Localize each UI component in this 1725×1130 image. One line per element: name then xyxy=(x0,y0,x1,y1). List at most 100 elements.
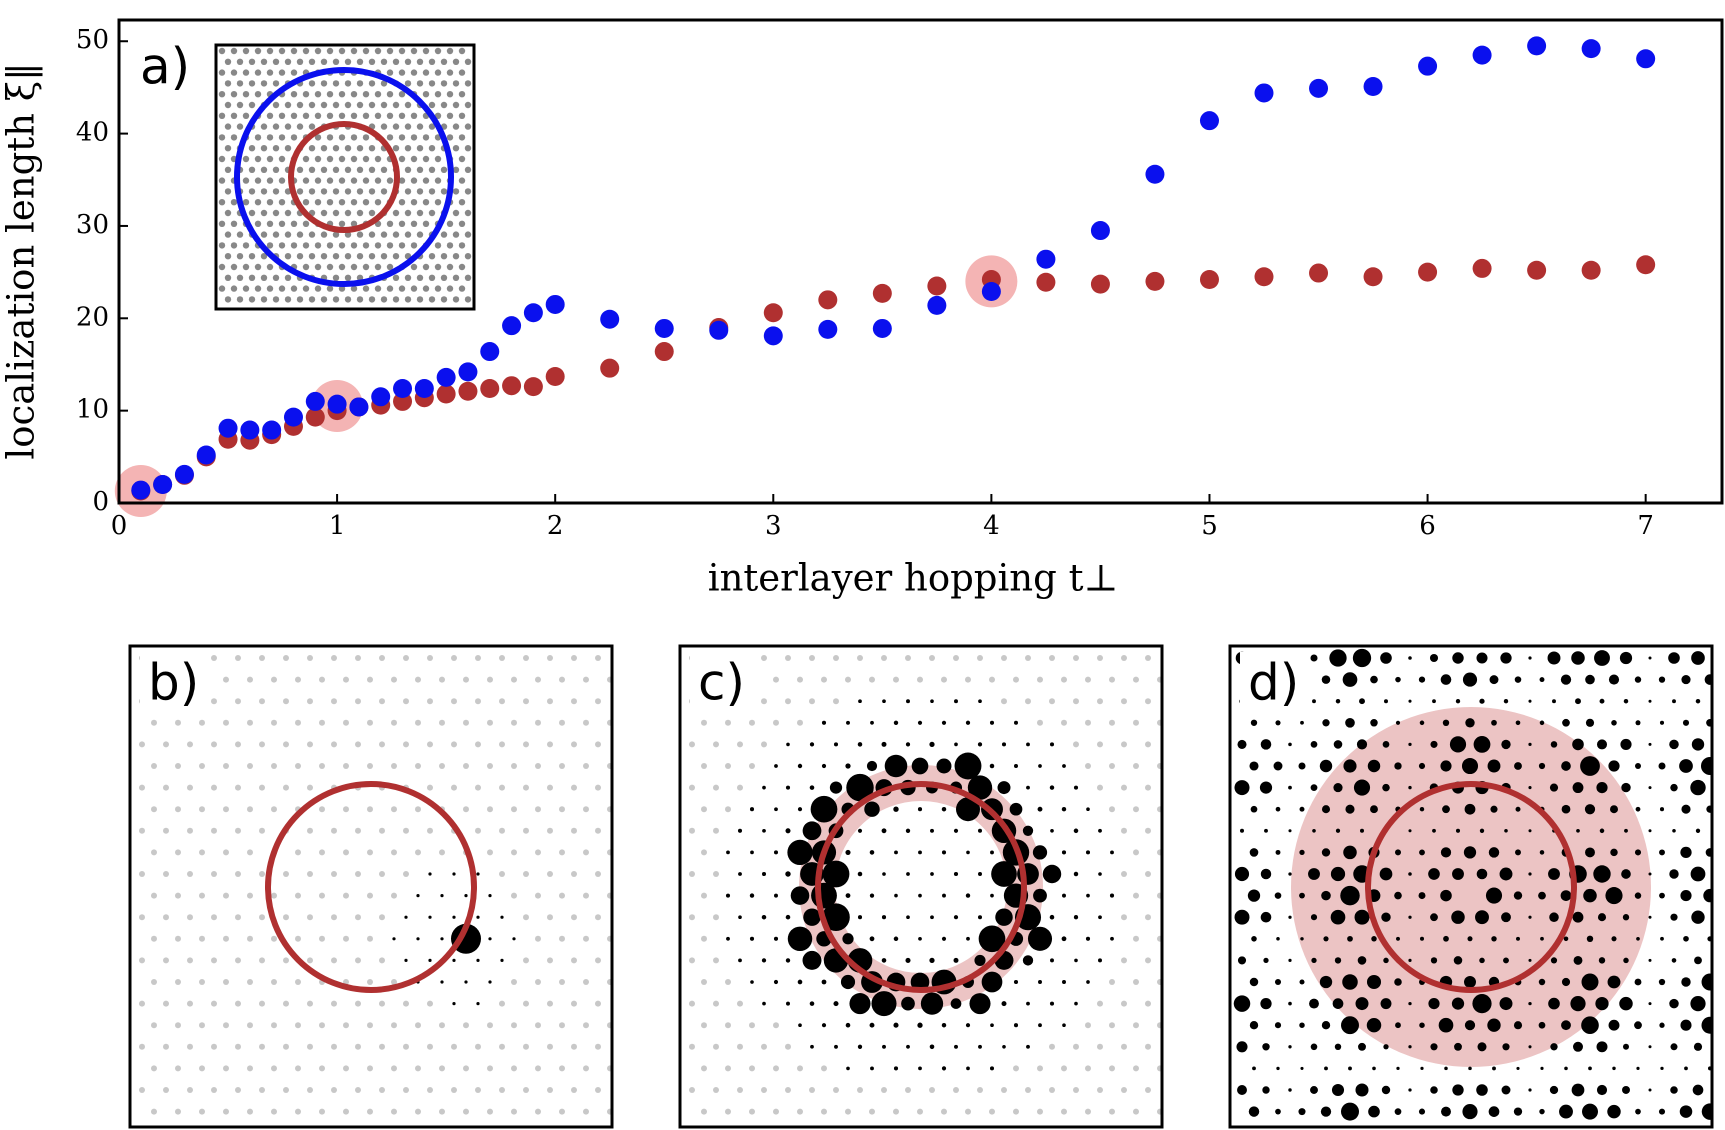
lattice-site xyxy=(547,655,553,661)
lattice-site xyxy=(1381,1085,1391,1095)
lattice-site xyxy=(749,719,755,726)
lattice-site xyxy=(689,741,695,748)
lattice-site xyxy=(870,1066,874,1071)
lattice-site xyxy=(1540,936,1544,941)
lattice-site xyxy=(1310,1043,1318,1051)
lattice-site xyxy=(295,892,301,899)
lattice-site xyxy=(211,1087,217,1093)
lattice-site xyxy=(1571,651,1585,665)
lattice-site xyxy=(583,1065,589,1072)
lattice-site xyxy=(290,220,298,227)
lattice-site xyxy=(797,763,803,769)
lattice-site xyxy=(236,80,244,87)
lattice-site xyxy=(1037,1065,1043,1072)
lattice-site xyxy=(1465,718,1475,728)
lattice-site xyxy=(343,763,349,769)
panel-label: b) xyxy=(148,654,199,712)
lattice-site xyxy=(398,69,406,76)
lattice-site xyxy=(535,1065,541,1072)
lattice-site xyxy=(1098,915,1102,920)
lattice-site xyxy=(1540,1066,1544,1070)
lattice-site xyxy=(368,58,376,65)
lattice-site xyxy=(404,296,412,303)
lattice-site xyxy=(398,177,406,184)
lattice-site xyxy=(1408,915,1412,919)
lattice-site xyxy=(218,112,226,120)
lattice-site xyxy=(1476,1084,1488,1096)
lattice-site xyxy=(1418,676,1426,683)
data-point xyxy=(502,316,522,336)
lattice-site xyxy=(1561,1020,1571,1031)
lattice-site xyxy=(307,871,313,877)
lattice-site xyxy=(1419,806,1425,812)
lattice-site xyxy=(511,1022,517,1029)
lattice-site xyxy=(416,937,420,941)
lattice-site xyxy=(1473,736,1491,753)
lattice-site xyxy=(1330,866,1346,882)
lattice-site xyxy=(559,979,565,985)
lattice-site xyxy=(487,719,493,726)
lattice-site xyxy=(1009,802,1023,816)
data-point xyxy=(654,342,674,362)
lattice-site xyxy=(750,980,754,984)
lattice-site xyxy=(1145,1043,1151,1050)
lattice-site xyxy=(571,1043,577,1050)
lattice-site xyxy=(773,936,779,941)
lattice-site xyxy=(1237,739,1247,749)
lattice-site xyxy=(571,698,577,705)
lattice-site xyxy=(535,1108,541,1115)
lattice-site xyxy=(362,242,370,249)
lattice-site xyxy=(1236,1041,1248,1053)
lattice-site xyxy=(391,1065,397,1072)
lattice-site xyxy=(404,231,412,238)
lattice-site xyxy=(906,915,910,920)
lattice-site xyxy=(163,1087,169,1093)
lattice-site xyxy=(416,296,424,303)
lattice-site xyxy=(1098,872,1102,876)
lattice-site xyxy=(1002,1044,1006,1049)
lattice-site xyxy=(272,274,280,281)
lattice-site xyxy=(1310,654,1318,662)
lattice-site xyxy=(307,698,313,705)
lattice-site xyxy=(1085,1022,1091,1029)
lattice-site xyxy=(882,872,886,876)
lattice-site xyxy=(410,263,418,271)
lattice-site xyxy=(1347,935,1353,942)
lattice-site xyxy=(547,784,553,791)
lattice-site xyxy=(1430,740,1438,748)
lattice-site xyxy=(1648,656,1652,660)
lattice-site xyxy=(1394,978,1402,986)
data-point xyxy=(872,283,892,303)
lattice-site xyxy=(350,112,358,120)
lattice-site xyxy=(428,915,432,919)
lattice-site xyxy=(906,1044,910,1049)
lattice-site xyxy=(355,655,361,661)
lattice-site xyxy=(271,1108,277,1115)
lattice-site xyxy=(326,242,334,249)
lattice-site xyxy=(452,915,456,919)
lattice-site xyxy=(809,742,815,747)
lattice-site xyxy=(797,1065,803,1072)
lattice-site xyxy=(535,979,541,985)
lattice-site xyxy=(355,741,361,748)
lattice-site xyxy=(1464,1020,1476,1031)
lattice-site xyxy=(338,47,346,55)
lattice-site xyxy=(1237,1085,1247,1095)
lattice-site xyxy=(379,914,385,921)
lattice-site xyxy=(1321,675,1331,684)
lattice-site xyxy=(1599,828,1605,834)
lattice-site xyxy=(464,894,468,898)
lattice-site xyxy=(254,199,262,206)
lattice-site xyxy=(278,220,286,227)
lattice-site xyxy=(595,1087,601,1093)
lattice-site xyxy=(218,47,226,55)
lattice-site xyxy=(559,676,565,683)
lattice-site xyxy=(272,80,280,87)
lattice-site xyxy=(247,979,253,985)
lattice-site xyxy=(247,1022,253,1029)
lattice-site xyxy=(451,1043,457,1050)
lattice-site xyxy=(278,242,286,249)
lattice-site xyxy=(713,1043,719,1050)
lattice-site xyxy=(941,850,947,855)
lattice-site xyxy=(308,58,316,65)
